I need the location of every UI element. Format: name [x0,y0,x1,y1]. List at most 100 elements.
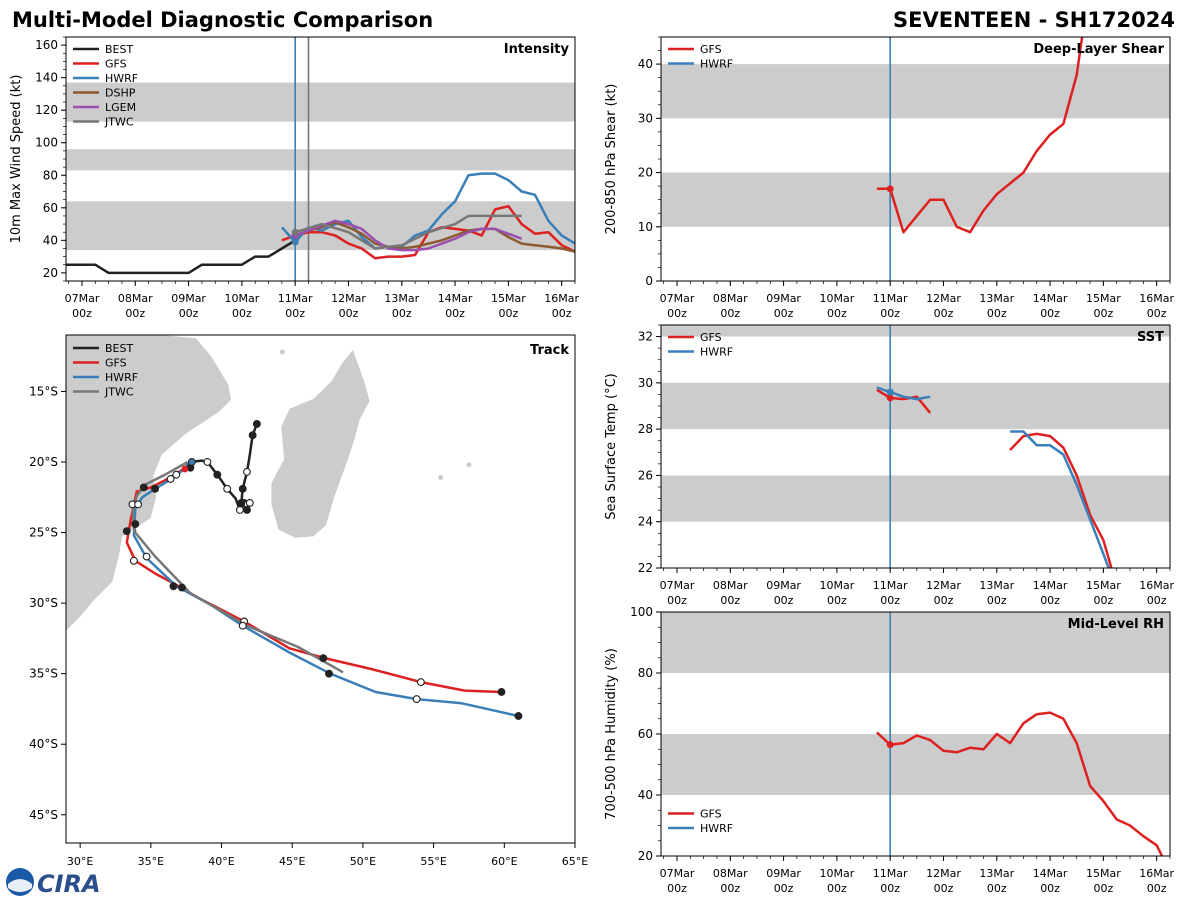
sst-xtick-hour: 00z [827,594,847,607]
sst-xtick-hour: 00z [774,594,794,607]
intensity-xtick-label: 10Mar [225,292,260,305]
intensity-ytick-label: 60 [43,201,58,215]
rh-ytick-label: 40 [638,788,653,802]
track-gfs-marker [177,583,186,592]
intensity-xtick-label: 15Mar [491,292,526,305]
intensity-ylabel: 10m Max Wind Speed (kt) [9,75,24,244]
shear-xtick-label: 14Mar [1033,292,1068,305]
shear-xtick-hour: 00z [1093,307,1113,320]
island [279,349,285,355]
intensity-legend-lgem-label: LGEM [105,101,136,114]
intensity-series-jtwc-line [294,214,522,250]
shear-series-gfs-line [876,37,1084,234]
intensity-legend-hwrf-label: HWRF [105,72,138,85]
sst-series-hwrf-line-1 [1010,430,1110,568]
intensity-xtick-hour: 00z [445,307,465,320]
track-ytick-label: 15°S [29,384,58,398]
shear-panel: 0 10 20 30 40 07Mar 00z 08Mar 00z 09Mar 00z 10Mar 00… [604,36,1175,320]
island [466,462,472,468]
sst-xtick-label: 07Mar [660,579,695,592]
noaa-wave-icon [8,879,32,892]
sst-xtick-label: 12Mar [926,579,961,592]
rh-xtick-label: 11Mar [873,867,908,880]
intensity-band-2 [66,82,575,122]
track-xtick-label: 60°E [491,855,517,868]
sst-series-hwrf-line [876,386,931,401]
rh-ytick-label: 80 [638,666,653,680]
intensity-xtick-label: 08Mar [118,292,153,305]
track-xtick-label: 50°E [350,855,376,868]
rh-xtick-label: 15Mar [1086,867,1121,880]
track-legend-best-label: BEST [105,342,133,355]
intensity-ytick-label: 40 [43,233,58,247]
intensity-ytick-label: 160 [35,38,58,52]
intensity-xtick-hour: 00z [179,307,199,320]
track-gfs-marker [181,465,189,473]
intensity-xtick-label: 07Mar [65,292,100,305]
track-gfs-marker [129,556,138,565]
track-xtick-label: 30°E [67,855,93,868]
track-xtick-label: 35°E [138,855,164,868]
track-frame [65,334,576,844]
track-best-marker [223,484,232,493]
shear-xtick-label: 13Mar [979,292,1014,305]
shear-xtick-label: 10Mar [820,292,855,305]
sst-ytick-label: 30 [638,376,653,390]
track-best-marker [213,470,222,479]
rh-legend-hwrf-label: HWRF [700,822,733,835]
track-ytick-label: 40°S [29,737,58,751]
sst-xtick-label: 16Mar [1139,579,1174,592]
intensity-xtick-hour: 00z [339,307,359,320]
track-xtick-label: 55°E [420,855,446,868]
track-hwrf-marker [514,712,523,720]
shear-xtick-hour: 00z [934,307,954,320]
sst-series-hwrf-marker [886,388,894,396]
intensity-xtick-label: 13Mar [384,292,419,305]
sst-ytick-label: 26 [638,468,653,482]
intensity-plot-area [66,37,575,281]
track-ytick-label: 25°S [29,526,58,540]
sst-panel: 22 24 26 28 30 32 07Mar 00z 08Mar 00z 09Mar 00z 10Ma… [604,324,1175,607]
track-best-marker [243,467,251,476]
sst-xtick-label: 09Mar [766,579,801,592]
rh-series-gfs-line [876,711,1164,856]
sst-xtick-label: 10Mar [820,579,855,592]
track-title: Track [530,343,569,358]
shear-ytick-label: 20 [638,166,653,180]
intensity-series-hwrf-marker [291,238,299,246]
intensity-ytick-label: 140 [35,71,58,85]
intensity-ytick-label: 20 [43,266,58,280]
shear-xtick-hour: 00z [1147,307,1167,320]
intensity-ytick-label: 80 [43,168,58,182]
sst-ytick-label: 22 [638,561,653,575]
rh-band-1 [661,612,1170,673]
track-hwrf-marker [131,520,140,529]
rh-plot-area [661,612,1170,856]
sst-ylabel: Sea Surface Temp (°C) [604,373,619,520]
madagascar-landmass [270,348,371,539]
rh-series-gfs-marker [886,741,894,749]
rh-xtick-label: 12Mar [926,867,961,880]
track-legend-hwrf-label: HWRF [105,371,138,384]
shear-xtick-hour: 00z [987,307,1007,320]
track-gfs-marker [142,552,151,561]
shear-plot-area [661,37,1170,281]
intensity-xtick-hour: 00z [125,307,145,320]
rh-xtick-hour: 00z [1040,882,1060,895]
intensity-xtick-label: 16Mar [544,292,579,305]
rh-xtick-label: 13Mar [979,867,1014,880]
track-best-marker [245,498,254,507]
track-panel: 15°S 20°S 25°S 30°S 35°S 40°S 45°S 30°E 35°E 40°E… [29,334,588,868]
noaa-cira-logo: CIRA [6,868,101,898]
rh-xtick-hour: 00z [934,882,954,895]
intensity-xtick-hour: 00z [392,307,412,320]
figure-title-right: SEVENTEEN - SH172024 [893,8,1175,32]
rh-xtick-hour: 00z [987,882,1007,895]
shear-xtick-label: 16Mar [1139,292,1174,305]
rh-xtick-label: 16Mar [1139,867,1174,880]
rh-legend-gfs-label: GFS [700,808,722,821]
sst-xtick-label: 15Mar [1086,579,1121,592]
track-best-marker [252,419,261,428]
sst-ytick-label: 24 [638,515,653,529]
sst-xtick-hour: 00z [987,594,1007,607]
